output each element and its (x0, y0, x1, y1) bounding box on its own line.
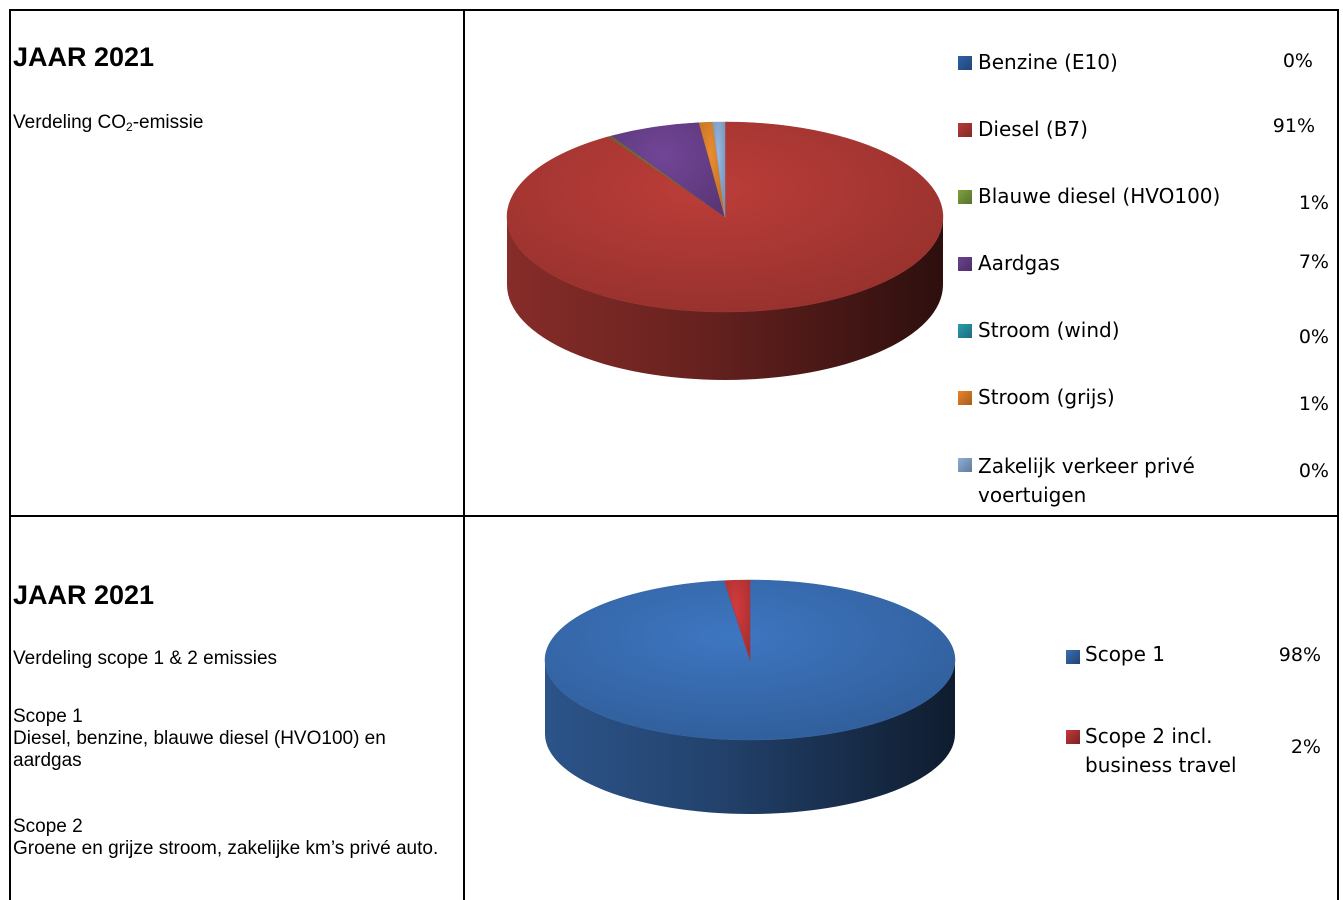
legend-label-2: Blauwe diesel (HVO100) (978, 184, 1221, 208)
legend-value-6: 0% (1298, 460, 1329, 482)
legend-swatch-2 (958, 190, 972, 204)
chart2-subtitle: Verdeling scope 1 & 2 emissies (13, 648, 278, 669)
legend-swatch-5 (958, 391, 972, 405)
scope2-title: Scope 2 (13, 816, 83, 837)
co2-slice-zakelijk-verkeer (712, 121, 726, 218)
legend-label-0: Benzine (E10) (978, 50, 1118, 74)
legend-swatch-1 (958, 123, 972, 137)
scope1-title: Scope 1 (13, 706, 83, 727)
legend2-swatch-1 (1066, 730, 1080, 744)
legend-label-3: Aardgas (978, 251, 1060, 275)
row-divider (9, 515, 1339, 517)
legend-label-1: Diesel (B7) (978, 117, 1088, 141)
legend2-value-0: 98% (1278, 644, 1321, 666)
legend-value-4: 0% (1298, 326, 1329, 348)
scope-pie-chart (544, 579, 956, 814)
column-divider (463, 9, 465, 900)
co2-pie-chart (506, 121, 944, 380)
chart1-subtitle: Verdeling CO2-emissie (13, 112, 204, 134)
legend-swatch-0 (958, 56, 972, 70)
legend-label-6: Zakelijk verkeer privé voertuigen (978, 454, 1195, 507)
legend-swatch-3 (958, 257, 972, 271)
chart1-title: JAAR 2021 (13, 42, 155, 72)
legend-label-4: Stroom (wind) (978, 318, 1120, 342)
chart2-title: JAAR 2021 (13, 580, 155, 610)
legend-value-5: 1% (1298, 393, 1329, 415)
co2-side-diesel (507, 217, 943, 380)
scope-side-scope-1 (545, 660, 955, 814)
table-frame (9, 9, 1339, 900)
legend-value-3: 7% (1298, 251, 1329, 273)
scope-slice-scope-2 (723, 579, 751, 661)
legend-value-1: 91% (1272, 115, 1315, 137)
scope2-text: Groene en grijze stroom, zakelijke km’s … (13, 838, 439, 859)
legend-swatch-4 (958, 324, 972, 338)
legend-swatch-6 (958, 458, 972, 472)
legend2-value-1: 2% (1290, 736, 1321, 758)
legend2-label-0: Scope 1 (1085, 642, 1166, 666)
legend2-label-1: Scope 2 incl. business travel (1085, 724, 1237, 777)
legend2-swatch-0 (1066, 650, 1080, 664)
legend-label-5: Stroom (grijs) (978, 385, 1115, 409)
legend-value-0: 0% (1282, 50, 1313, 72)
scope1-block: Scope 1 Diesel, benzine, blauwe diesel (… (13, 706, 453, 772)
scope1-text: Diesel, benzine, blauwe diesel (HVO100) … (13, 728, 386, 771)
scope2-block: Scope 2 Groene en grijze stroom, zakelij… (13, 816, 453, 860)
legend-value-2: 1% (1298, 192, 1329, 214)
